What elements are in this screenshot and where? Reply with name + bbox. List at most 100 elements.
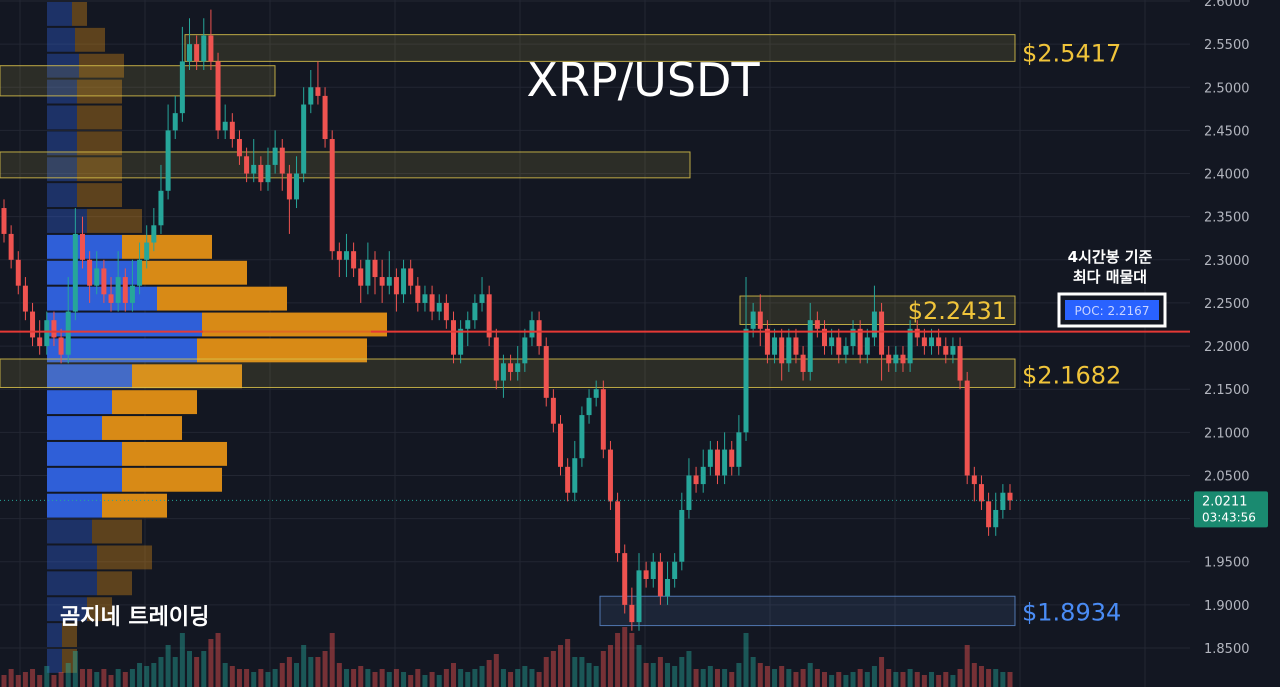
candle-body: [179, 61, 185, 114]
countdown-timer: 03:43:56: [1202, 510, 1256, 524]
candle-body: [971, 475, 977, 485]
volume-bar: [643, 663, 649, 687]
profile-sell-bar: [77, 79, 122, 104]
price-tick-label: 2.3500: [1204, 211, 1250, 226]
volume-bar: [786, 669, 792, 687]
volume-bar: [593, 666, 599, 687]
volume-bar: [222, 663, 228, 687]
volume-bar: [251, 672, 257, 687]
profile-buy-bar: [47, 2, 72, 26]
candle-body: [51, 320, 57, 338]
profile-buy-bar: [47, 105, 77, 130]
candle-body: [144, 242, 150, 260]
support-resistance-zones: [0, 34, 1016, 627]
volume-bar: [714, 669, 720, 687]
candle-body: [165, 130, 171, 191]
profile-buy-bar: [47, 519, 92, 544]
price-tick-label: 2.1000: [1204, 426, 1250, 441]
volume-bar: [372, 672, 378, 687]
volume-bar: [722, 669, 728, 687]
volume-bar: [515, 669, 521, 687]
price-tick-label: 2.3000: [1204, 254, 1250, 269]
volume-bar: [408, 675, 414, 687]
candle-body: [158, 190, 164, 226]
candle-body: [814, 320, 820, 329]
watermark-text: 곰지네 트레이딩: [60, 605, 209, 630]
volume-bar: [158, 657, 164, 687]
profile-buy-bar: [47, 27, 75, 52]
profile-buy-bar: [47, 79, 77, 104]
candle-body: [493, 337, 499, 381]
profile-sell-bar: [142, 260, 247, 285]
volume-bar: [272, 669, 278, 687]
candle-body: [993, 509, 999, 528]
candle-body: [529, 320, 535, 338]
volume-bar: [550, 651, 556, 687]
volume-bar: [665, 663, 671, 687]
candle-body: [679, 509, 685, 562]
profile-sell-bar: [97, 571, 132, 596]
candle-body: [800, 354, 806, 372]
volume-bar: [22, 672, 28, 687]
profile-buy-bar: [47, 441, 122, 466]
candle-body: [764, 328, 770, 355]
price-tick-label: 2.2500: [1204, 297, 1250, 312]
price-axis[interactable]: 1.85001.90001.95002.00002.05002.10002.15…: [1190, 0, 1280, 687]
volume-bar: [65, 663, 71, 687]
candle-body: [393, 277, 399, 295]
candle-body: [672, 561, 678, 579]
volume-bar: [886, 669, 892, 687]
poc-label: POC: 2.2167: [1075, 304, 1150, 318]
volume-bar: [365, 669, 371, 687]
volume-bar: [829, 675, 835, 687]
price-zone: [184, 34, 1016, 62]
volume-bar: [358, 666, 364, 687]
volume-bar: [422, 675, 428, 687]
candle-body: [986, 501, 992, 528]
candle-body: [665, 578, 671, 597]
candle-body: [279, 147, 285, 174]
price-tick-label: 2.6000: [1204, 0, 1250, 10]
candle-body: [543, 346, 549, 398]
volume-bar: [94, 672, 100, 687]
profile-sell-bar: [77, 105, 122, 130]
volume-bar: [736, 663, 742, 687]
candle-body: [443, 302, 449, 321]
volume-bar: [129, 669, 135, 687]
candle-body: [843, 346, 849, 355]
price-tick-label: 2.5500: [1204, 38, 1250, 53]
candle-body: [629, 604, 635, 623]
profile-buy-bar: [47, 545, 97, 570]
candle-body: [950, 346, 956, 355]
volume-bar: [44, 666, 50, 687]
volume-bar: [115, 669, 121, 687]
candle-body: [15, 259, 21, 286]
candle-body: [422, 294, 428, 303]
volume-bar: [978, 666, 984, 687]
volume-bar: [443, 669, 449, 687]
profile-sell-bar: [77, 183, 122, 208]
price-zone: [0, 358, 1016, 388]
candle-body: [215, 61, 221, 131]
candle-body: [900, 354, 906, 364]
profile-sell-bar: [87, 209, 142, 233]
profile-buy-bar: [47, 209, 87, 233]
candle-body: [129, 285, 135, 303]
candle-body: [829, 337, 835, 347]
volume-bar: [308, 657, 314, 687]
price-tick-label: 2.4500: [1204, 124, 1250, 139]
candle-body: [137, 259, 143, 286]
candle-body: [286, 173, 292, 200]
volume-bar: [386, 672, 392, 687]
candle-body: [1, 208, 7, 234]
volume-bar: [543, 657, 549, 687]
volume-bar: [536, 672, 542, 687]
candle-body: [914, 328, 920, 338]
candlesticks[interactable]: [1, 9, 1013, 631]
volume-bar: [450, 663, 456, 687]
candle-body: [308, 87, 314, 105]
volume-bar: [971, 663, 977, 687]
candle-body: [636, 570, 642, 623]
volume-bar: [943, 672, 949, 687]
